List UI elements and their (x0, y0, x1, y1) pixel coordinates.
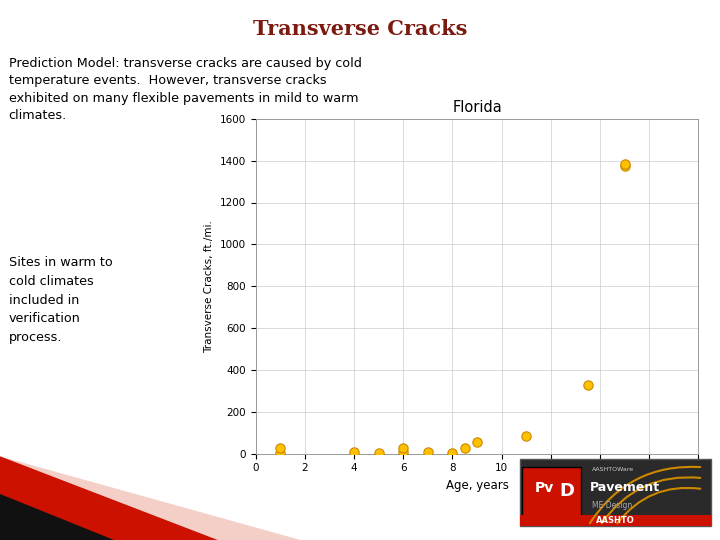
Point (397, 447, 409, 456)
Point (422, 447, 433, 456)
Text: AASHTO: AASHTO (596, 516, 635, 525)
Point (446, 448, 458, 457)
Point (274, 448, 286, 457)
Title: Florida: Florida (452, 100, 502, 115)
FancyBboxPatch shape (521, 459, 711, 526)
Polygon shape (0, 494, 114, 540)
Point (397, 444, 409, 453)
Point (618, 161, 631, 170)
Point (459, 444, 470, 453)
Point (618, 159, 631, 168)
Point (348, 447, 360, 456)
Point (471, 438, 482, 447)
Text: AASHTOWare: AASHTOWare (593, 467, 634, 472)
Text: Transverse Cracks: Transverse Cracks (253, 19, 467, 39)
Polygon shape (0, 456, 301, 540)
Point (582, 380, 593, 389)
X-axis label: Age, years: Age, years (446, 479, 508, 492)
Text: Pavement: Pavement (590, 481, 660, 494)
Text: Pv: Pv (535, 481, 554, 495)
Point (373, 448, 384, 457)
Text: ME Design: ME Design (593, 501, 633, 510)
Text: Sites in warm to
cold climates
included in
verification
process.: Sites in warm to cold climates included … (9, 256, 112, 343)
Bar (521, 515, 711, 526)
Polygon shape (0, 456, 217, 540)
Text: D: D (559, 482, 575, 500)
Y-axis label: Transverse Cracks, ft./mi.: Transverse Cracks, ft./mi. (204, 220, 214, 353)
Text: Prediction Model: transverse cracks are caused by cold
temperature events.  Howe: Prediction Model: transverse cracks are … (9, 57, 361, 122)
FancyBboxPatch shape (522, 467, 580, 516)
Point (274, 444, 286, 453)
Point (521, 431, 532, 440)
